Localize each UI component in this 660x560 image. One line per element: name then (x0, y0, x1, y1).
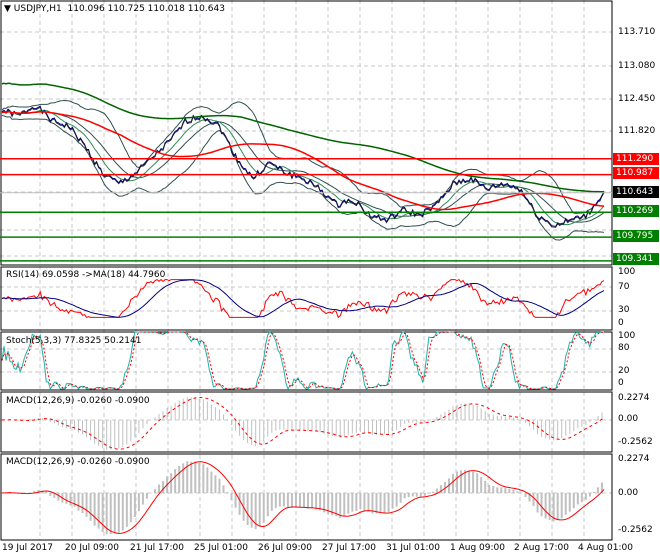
macd1-tick: 0.00 (618, 414, 639, 424)
level-tag: 110.269 (613, 205, 659, 217)
stoch-main-line (1, 331, 604, 391)
current-price-tag: 110.643 (613, 186, 659, 198)
price-tick: 113.080 (618, 61, 656, 71)
ma-short (1, 109, 605, 226)
time-tick: 2 Aug 17:00 (514, 543, 569, 553)
price-line (1, 105, 605, 227)
ohlc-values: 110.096 110.725 110.018 110.643 (67, 4, 225, 14)
time-tick: 19 Jul 2017 (2, 543, 53, 553)
time-tick: 20 Jul 09:00 (65, 543, 119, 553)
time-tick: 4 Aug 01:00 (578, 543, 633, 553)
time-tick: 25 Jul 01:00 (194, 543, 248, 553)
level-tag: 109.341 (613, 253, 659, 265)
rsi-ma-line (1, 279, 605, 318)
macd2-tick: 0.2274 (618, 454, 650, 464)
time-tick: 26 Jul 09:00 (258, 543, 312, 553)
price-tick: 111.820 (618, 126, 656, 136)
pane-border (0, 0, 613, 266)
time-tick: 1 Aug 09:00 (450, 543, 505, 553)
symbol-label: USDJPY,H1 (13, 4, 62, 14)
macd2-tick: -0.2562 (618, 525, 653, 535)
chart-header: ▼ USDJPY,H1 110.096 110.725 110.018 110.… (4, 4, 225, 15)
level-tag: 110.987 (613, 167, 659, 179)
rsi-tick: 100 (618, 267, 636, 277)
pane-border (0, 266, 613, 331)
pane-border (0, 391, 613, 453)
ma-red (1, 111, 605, 211)
bollinger-middle (1, 111, 605, 223)
price-tick: 113.710 (618, 27, 656, 37)
macd1-tick: -0.2562 (618, 437, 653, 447)
stoch-signal-line (1, 331, 605, 390)
rsi-label: RSI(14) 69.0598 ->MA(18) 44.7960 (6, 270, 166, 280)
pane-border (0, 331, 613, 391)
time-tick: 27 Jul 17:00 (322, 543, 376, 553)
time-tick: 21 Jul 17:00 (130, 543, 184, 553)
macd1-tick: 0.2274 (618, 393, 650, 403)
macd-signal-line (1, 461, 605, 534)
pane-border (0, 453, 613, 541)
level-tag: 111.290 (613, 153, 659, 165)
stoch-tick: 100 (618, 331, 636, 341)
price-line (1, 106, 605, 228)
macd-signal-line (1, 396, 605, 450)
stoch-tick: 0 (618, 378, 624, 388)
rsi-tick: 0 (618, 318, 624, 328)
stoch-tick: 20 (618, 366, 630, 376)
stoch-label: Stoch(5,3,3) 77.8325 50.2141 (6, 336, 142, 346)
dropdown-triangle-icon[interactable]: ▼ (4, 4, 11, 14)
time-tick: 31 Jul 01:00 (386, 543, 440, 553)
rsi-tick: 70 (618, 282, 630, 292)
stoch-tick: 80 (618, 343, 630, 353)
ma-green (1, 82, 605, 193)
bollinger-upper (1, 99, 605, 214)
rsi-line (1, 278, 605, 319)
macd1-label: MACD(12,26,9) -0.0260 -0.0900 (6, 396, 150, 406)
rsi-tick: 30 (618, 305, 630, 315)
macd2-tick: 0.00 (618, 488, 639, 498)
price-tick: 112.450 (618, 94, 656, 104)
level-tag: 109.795 (613, 230, 659, 242)
bollinger-lower (1, 114, 605, 241)
macd2-label: MACD(12,26,9) -0.0260 -0.0900 (6, 457, 150, 467)
